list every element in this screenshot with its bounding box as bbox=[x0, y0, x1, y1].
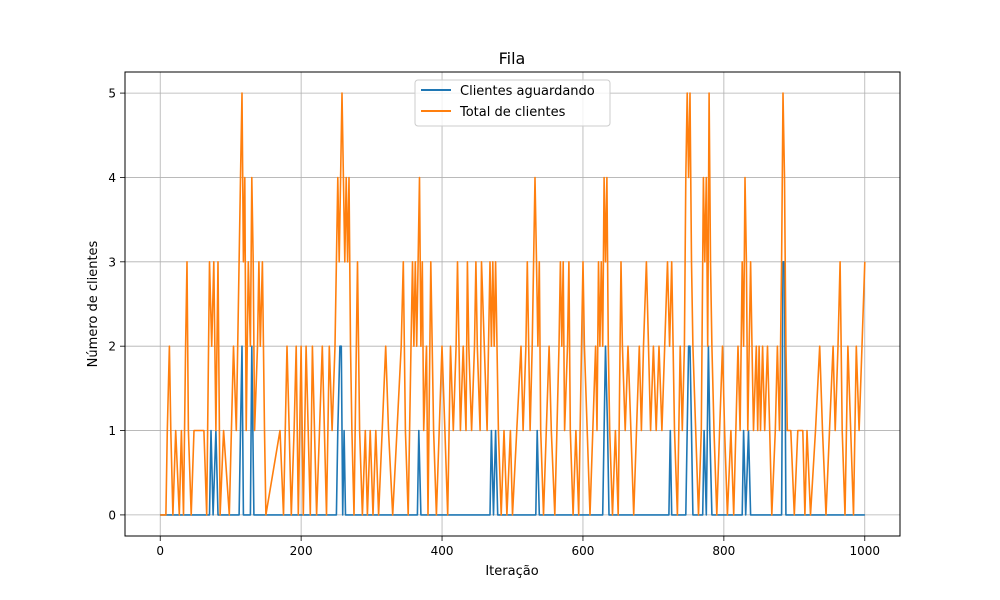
x-tick-label: 400 bbox=[431, 544, 454, 558]
x-tick-label: 0 bbox=[156, 544, 164, 558]
legend: Clientes aguardando Total de clientes bbox=[415, 80, 610, 126]
chart-title: Fila bbox=[499, 49, 526, 68]
y-tick-label: 1 bbox=[108, 424, 116, 438]
x-tick-label: 1000 bbox=[849, 544, 880, 558]
legend-label-total: Total de clientes bbox=[459, 105, 566, 120]
y-tick-label: 2 bbox=[108, 340, 116, 354]
y-axis-label: Número de clientes bbox=[86, 240, 101, 367]
x-tick-label: 600 bbox=[572, 544, 595, 558]
x-axis-label: Iteração bbox=[485, 564, 538, 579]
x-tick-label: 200 bbox=[290, 544, 313, 558]
x-tick-label: 800 bbox=[712, 544, 735, 558]
y-tick-label: 3 bbox=[108, 255, 116, 269]
y-tick-label: 4 bbox=[108, 171, 116, 185]
y-tick-label: 0 bbox=[108, 508, 116, 522]
legend-label-waiting: Clientes aguardando bbox=[460, 84, 595, 99]
y-tick-label: 5 bbox=[108, 87, 116, 101]
